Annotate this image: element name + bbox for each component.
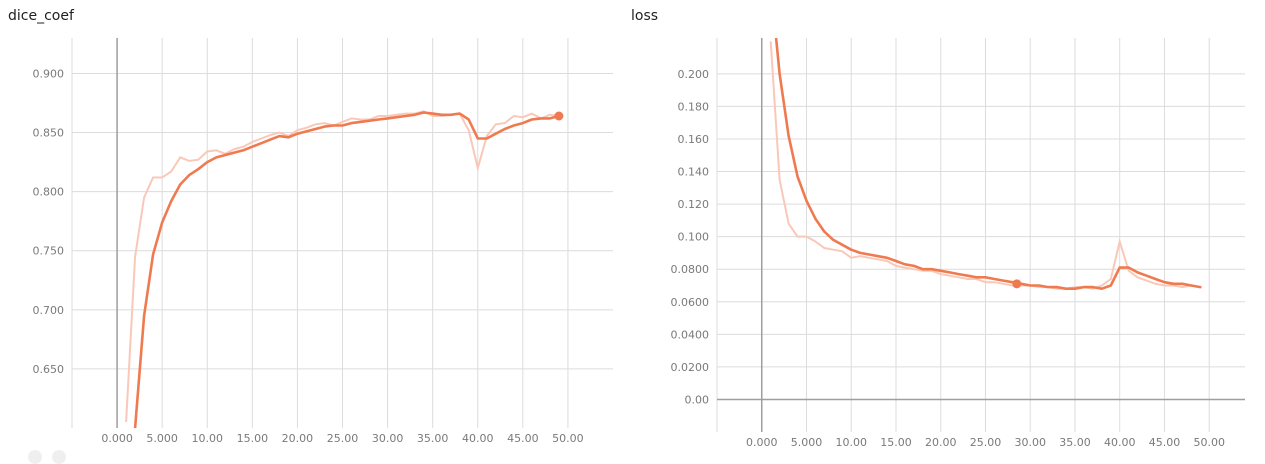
x-tick-label: 35.00 xyxy=(1059,436,1091,449)
x-tick-label: 10.00 xyxy=(835,436,867,449)
scroll-hint-icon xyxy=(28,450,42,464)
y-tick-label: 0.180 xyxy=(678,100,710,113)
y-tick-label: 0.160 xyxy=(678,133,710,146)
x-tick-label: 40.00 xyxy=(1104,436,1136,449)
smoothed-series-line xyxy=(774,38,1202,290)
loss-chart: 0.000 5.000 10.00 15.00 20.00 25.00 30.00 35.00… xyxy=(671,38,1245,449)
dice-coef-panel: dice_coef 0.000 5.000 10.00 15.00 20.00 25.00… xyxy=(0,0,620,457)
x-tick-label: 35.00 xyxy=(417,432,449,445)
dice-coef-chart: 0.000 5.000 10.00 15.00 20.00 25.00 30.00 35.00… xyxy=(33,38,613,445)
chart-title: loss xyxy=(631,8,659,24)
x-tick-label: 30.00 xyxy=(1014,436,1046,449)
x-tick-label: 45.00 xyxy=(507,432,539,445)
y-tick-label: 0.140 xyxy=(678,166,710,179)
x-tick-label: 20.00 xyxy=(925,436,957,449)
y-tick-label: 0.0600 xyxy=(671,296,710,309)
y-tick-label: 0.0400 xyxy=(671,328,710,341)
y-tick-label: 0.750 xyxy=(33,245,65,258)
x-tick-label: 20.00 xyxy=(282,432,314,445)
y-tick-label: 0.0200 xyxy=(671,361,710,374)
x-tick-label: 25.00 xyxy=(327,432,359,445)
y-tick-label: 0.700 xyxy=(33,304,65,317)
loss-panel: loss 0.000 5.000 10.00 15.00 20.00 25.00 30.00… xyxy=(625,0,1265,457)
y-tick-label: 0.0800 xyxy=(671,263,710,276)
x-tick-label: 25.00 xyxy=(970,436,1002,449)
series-marker[interactable] xyxy=(1012,279,1022,289)
y-tick-label: 0.100 xyxy=(678,231,710,244)
y-tick-label: 0.120 xyxy=(678,198,710,211)
x-tick-label: 50.00 xyxy=(552,432,584,445)
raw-series-line xyxy=(125,110,560,423)
raw-series-line xyxy=(769,41,1201,290)
y-tick-label: 0.00 xyxy=(685,393,710,406)
x-tick-label: 50.00 xyxy=(1193,436,1225,449)
y-tick-label: 0.650 xyxy=(33,363,65,376)
y-tick-label: 0.850 xyxy=(33,127,65,140)
x-tick-label: 5.000 xyxy=(146,432,178,445)
x-tick-label: 45.00 xyxy=(1149,436,1181,449)
x-tick-label: 0.000 xyxy=(746,436,778,449)
x-tick-label: 15.00 xyxy=(237,432,269,445)
series-marker[interactable] xyxy=(554,111,564,121)
chart-title: dice_coef xyxy=(8,8,74,24)
x-tick-label: 10.00 xyxy=(192,432,224,445)
x-tick-label: 40.00 xyxy=(462,432,494,445)
x-tick-label: 0.000 xyxy=(101,432,133,445)
x-tick-label: 30.00 xyxy=(372,432,404,445)
scroll-hint-icon xyxy=(52,450,66,464)
x-tick-label: 15.00 xyxy=(880,436,912,449)
y-tick-label: 0.900 xyxy=(33,67,65,80)
y-tick-label: 0.800 xyxy=(33,186,65,199)
smoothed-series-line xyxy=(133,111,561,428)
y-tick-label: 0.200 xyxy=(678,68,710,81)
x-tick-label: 5.000 xyxy=(791,436,823,449)
